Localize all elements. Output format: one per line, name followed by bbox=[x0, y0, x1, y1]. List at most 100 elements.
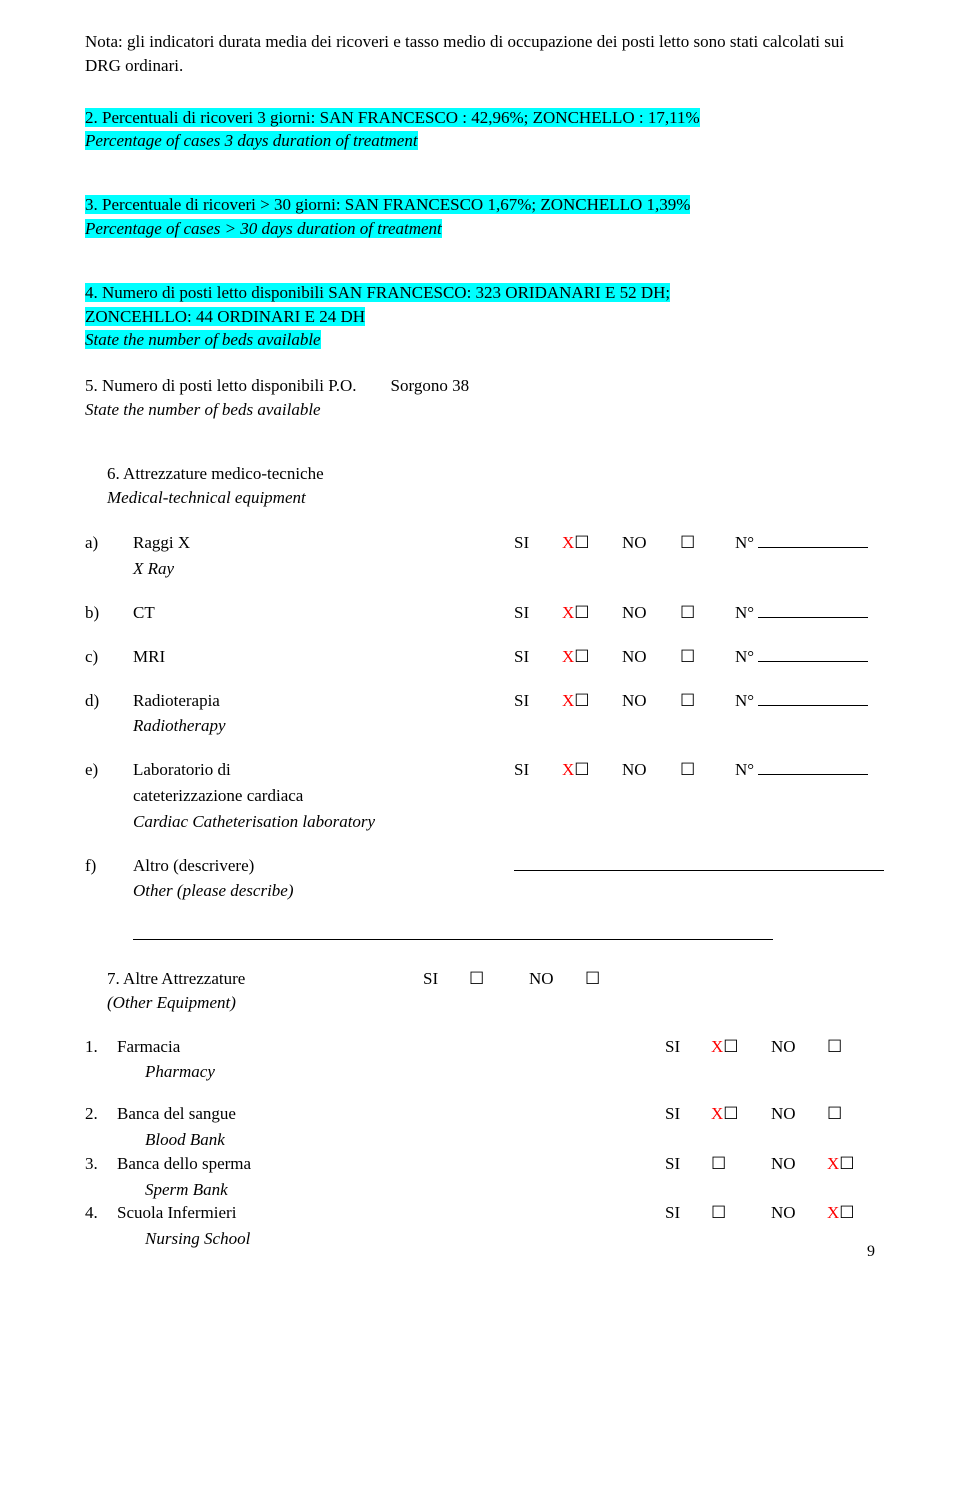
q7-sub: (Other Equipment) bbox=[107, 991, 875, 1015]
other-sub: Blood Bank bbox=[85, 1128, 875, 1152]
equip-item: e)Laboratorio diSIX☐NO☐N° cateterizzazio… bbox=[85, 758, 875, 833]
q7-si: SI bbox=[423, 967, 469, 991]
n-blank: N° bbox=[735, 531, 875, 555]
equip-letter: d) bbox=[85, 689, 133, 713]
other-num: 3. bbox=[85, 1152, 117, 1176]
no-label: NO bbox=[622, 758, 680, 782]
other-num: 4. bbox=[85, 1201, 117, 1225]
equip-letter: a) bbox=[85, 531, 133, 555]
equip-letter-f: f) bbox=[85, 854, 133, 878]
q2: 2. Percentuali di ricoveri 3 giorni: SAN… bbox=[85, 106, 875, 154]
other-label: Banca dello sperma bbox=[117, 1152, 665, 1176]
no-check: ☐ bbox=[680, 601, 735, 625]
no-check: ☐ bbox=[680, 758, 735, 782]
q7-box1: ☐ bbox=[469, 967, 529, 991]
q7-title: 7. Altre Attrezzature bbox=[107, 967, 423, 991]
q5-line2: State the number of beds available bbox=[85, 398, 875, 422]
si-label: SI bbox=[514, 689, 562, 713]
no-label: NO bbox=[622, 601, 680, 625]
no-label: NO bbox=[771, 1102, 827, 1126]
equip-f: f) Altro (descrivere) Other (please desc… bbox=[85, 854, 875, 947]
other-num: 1. bbox=[85, 1035, 117, 1059]
no-check: X☐ bbox=[827, 1152, 875, 1176]
other-label: Scuola Infermieri bbox=[117, 1201, 665, 1225]
other-item: 4.Scuola InfermieriSI☐NOX☐Nursing School bbox=[85, 1201, 875, 1251]
q3: 3. Percentuale di ricoveri > 30 giorni: … bbox=[85, 193, 875, 241]
equip-sub: Radiotherapy bbox=[85, 714, 875, 738]
blank-line-f bbox=[514, 854, 884, 871]
q4-line2: ZONCEHLLO: 44 ORDINARI E 24 DH bbox=[85, 307, 365, 326]
no-check: ☐ bbox=[827, 1102, 875, 1126]
other-sub: Sperm Bank bbox=[85, 1178, 875, 1202]
si-label: SI bbox=[514, 645, 562, 669]
n-blank: N° bbox=[735, 758, 875, 782]
q7-block: 7. Altre Attrezzature SI ☐ NO ☐ (Other E… bbox=[85, 967, 875, 1015]
equip-item: b)CTSIX☐NO☐N° bbox=[85, 601, 875, 625]
si-label: SI bbox=[514, 601, 562, 625]
no-label: NO bbox=[622, 645, 680, 669]
q5: 5. Numero di posti letto disponibili P.O… bbox=[85, 374, 875, 422]
si-check: X☐ bbox=[562, 601, 622, 625]
no-check: ☐ bbox=[680, 645, 735, 669]
n-blank: N° bbox=[735, 645, 875, 669]
q4: 4. Numero di posti letto disponibili SAN… bbox=[85, 281, 875, 352]
si-check: X☐ bbox=[562, 531, 622, 555]
q6-header: 6. Attrezzature medico-tecniche Medical-… bbox=[85, 462, 875, 510]
other-num: 2. bbox=[85, 1102, 117, 1126]
q7-no: NO bbox=[529, 967, 585, 991]
equip-label: Radioterapia bbox=[133, 689, 514, 713]
other-sub: Nursing School bbox=[85, 1227, 875, 1251]
q3-line2: Percentage of cases > 30 days duration o… bbox=[85, 219, 442, 238]
equip-sub-f: Other (please describe) bbox=[85, 879, 875, 903]
equip-sub2: Cardiac Catheterisation laboratory bbox=[85, 810, 875, 834]
n-blank: N° bbox=[735, 689, 875, 713]
q4-line1: 4. Numero di posti letto disponibili SAN… bbox=[85, 283, 670, 302]
si-check: ☐ bbox=[711, 1201, 771, 1225]
page-number: 9 bbox=[867, 1241, 875, 1263]
si-label: SI bbox=[514, 531, 562, 555]
q2-line1: 2. Percentuali di ricoveri 3 giorni: SAN… bbox=[85, 108, 700, 127]
no-check: ☐ bbox=[680, 689, 735, 713]
other-item: 3.Banca dello spermaSI☐NOX☐Sperm Bank bbox=[85, 1152, 875, 1202]
equip-label: MRI bbox=[133, 645, 514, 669]
q2-line2: Percentage of cases 3 days duration of t… bbox=[85, 131, 418, 150]
equip-item: c)MRISIX☐NO☐N° bbox=[85, 645, 875, 669]
si-label: SI bbox=[665, 1035, 711, 1059]
equip-letter: c) bbox=[85, 645, 133, 669]
no-label: NO bbox=[771, 1152, 827, 1176]
other-item: 1.FarmaciaSIX☐NO☐Pharmacy bbox=[85, 1035, 875, 1085]
no-label: NO bbox=[771, 1035, 827, 1059]
other-item: 2.Banca del sangueSIX☐NO☐Blood Bank bbox=[85, 1102, 875, 1152]
q6-title: 6. Attrezzature medico-tecniche bbox=[107, 462, 875, 486]
no-check: ☐ bbox=[827, 1035, 875, 1059]
equip-sub: X Ray bbox=[85, 557, 875, 581]
si-check: X☐ bbox=[711, 1102, 771, 1126]
si-label: SI bbox=[514, 758, 562, 782]
si-label: SI bbox=[665, 1201, 711, 1225]
no-check: ☐ bbox=[680, 531, 735, 555]
note-text: Nota: gli indicatori durata media dei ri… bbox=[85, 30, 875, 78]
equip-letter: e) bbox=[85, 758, 133, 782]
si-check: X☐ bbox=[562, 758, 622, 782]
q6-subtitle: Medical-technical equipment bbox=[107, 486, 875, 510]
si-check: X☐ bbox=[562, 689, 622, 713]
other-label: Banca del sangue bbox=[117, 1102, 665, 1126]
si-check: X☐ bbox=[562, 645, 622, 669]
si-label: SI bbox=[665, 1152, 711, 1176]
q5-line1b: Sorgono 38 bbox=[391, 376, 470, 395]
q3-line1: 3. Percentuale di ricoveri > 30 giorni: … bbox=[85, 195, 690, 214]
no-label: NO bbox=[771, 1201, 827, 1225]
equip-sub: cateterizzazione cardiaca bbox=[85, 784, 875, 808]
si-check: ☐ bbox=[711, 1152, 771, 1176]
blank-line-full bbox=[133, 923, 773, 940]
si-check: X☐ bbox=[711, 1035, 771, 1059]
equip-item: d)RadioterapiaSIX☐NO☐N° Radiotherapy bbox=[85, 689, 875, 739]
equip-label: Raggi X bbox=[133, 531, 514, 555]
q5-line1a: 5. Numero di posti letto disponibili P.O… bbox=[85, 376, 357, 395]
other-sub: Pharmacy bbox=[85, 1060, 875, 1084]
other-label: Farmacia bbox=[117, 1035, 665, 1059]
q4-line3: State the number of beds available bbox=[85, 330, 321, 349]
equip-item: a)Raggi XSIX☐NO☐N° X Ray bbox=[85, 531, 875, 581]
no-check: X☐ bbox=[827, 1201, 875, 1225]
no-label: NO bbox=[622, 689, 680, 713]
